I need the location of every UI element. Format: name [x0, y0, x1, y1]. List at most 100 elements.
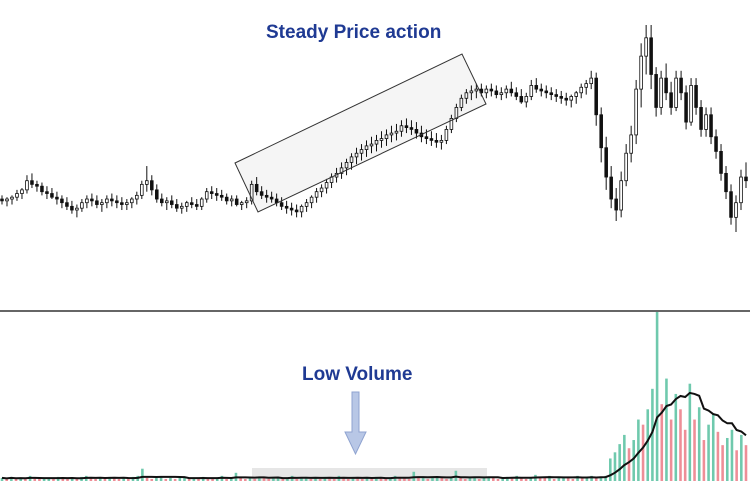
candle-body: [639, 55, 643, 90]
candle-body: [664, 77, 668, 94]
candle-body: [199, 198, 204, 207]
volume-bar: [548, 475, 551, 481]
volume-bar: [187, 478, 191, 481]
volume-bar: [543, 477, 547, 481]
candle-body: [5, 198, 9, 202]
candle-body: [344, 161, 349, 169]
candle-body: [284, 205, 289, 209]
volume-bar: [716, 431, 720, 481]
candle-body: [554, 94, 559, 97]
volume-bar: [108, 476, 111, 481]
volume-bar: [229, 477, 233, 481]
candle-body: [564, 97, 569, 101]
candle-body: [509, 88, 514, 94]
volume-bar: [24, 478, 27, 481]
volume-bar: [10, 476, 13, 481]
volume-bar: [510, 477, 514, 481]
candle-body: [120, 202, 124, 205]
volume-bar: [538, 476, 542, 481]
candle-body: [719, 150, 723, 174]
volume-bar: [421, 476, 425, 481]
down-arrow-shape: [344, 391, 367, 456]
candle-body: [439, 140, 444, 143]
volume-bar: [477, 478, 481, 481]
candle-body: [374, 140, 379, 145]
volume-bar: [75, 478, 79, 481]
candle-body: [189, 202, 194, 205]
volume-bar: [169, 477, 172, 481]
volume-bar: [215, 477, 219, 481]
candle-body: [165, 200, 169, 204]
volume-bar: [492, 477, 495, 481]
volume-bar: [637, 419, 640, 481]
volume-bar: [356, 477, 359, 481]
candle-body: [219, 194, 224, 198]
volume-bar: [164, 478, 168, 481]
candle-body: [574, 92, 579, 97]
candle-body: [155, 189, 159, 200]
candle-body: [734, 202, 738, 218]
candle-body: [384, 134, 389, 139]
volume-bar: [651, 388, 654, 481]
candle-body: [394, 130, 399, 134]
candle-body: [549, 92, 554, 96]
volume-bar: [117, 478, 121, 481]
volume-bar: [94, 478, 97, 481]
candle-body: [65, 202, 69, 207]
candle-body: [135, 194, 139, 200]
volume-bar: [52, 478, 55, 481]
volume-bar: [613, 452, 617, 481]
candle-body: [269, 196, 274, 200]
candle-body: [654, 74, 658, 108]
candle-body: [729, 191, 733, 218]
volume-bar: [206, 477, 210, 481]
volume-bar: [281, 478, 285, 481]
steady-price-channel-box: [234, 53, 487, 213]
candle-body: [499, 92, 504, 96]
candle-body: [484, 88, 489, 94]
volume-bar: [211, 478, 214, 481]
volume-bar: [332, 478, 336, 481]
volume-bar: [463, 478, 467, 481]
candle-body: [294, 209, 299, 213]
low-volume-annotation: Low Volume: [302, 364, 413, 385]
candle-body: [379, 138, 384, 141]
volume-bar: [604, 475, 607, 481]
candle-body: [709, 114, 713, 138]
volume-bar: [295, 478, 299, 481]
volume-bar: [89, 477, 93, 481]
volume-bar: [14, 478, 18, 481]
volume-bar: [669, 419, 673, 481]
candle-body: [429, 138, 434, 141]
volume-bar: [440, 477, 444, 481]
volume-bar: [150, 478, 154, 481]
volume-bar: [618, 444, 621, 481]
candle-body: [699, 107, 703, 130]
volume-bar: [665, 378, 668, 481]
volume-bar: [262, 477, 266, 481]
candle-body: [80, 202, 84, 209]
volume-bar: [272, 477, 275, 481]
candle-body: [309, 196, 314, 204]
candle-body: [224, 196, 229, 202]
candle-body: [529, 85, 534, 97]
candle-body: [204, 191, 209, 200]
volume-bar: [501, 477, 504, 481]
volume-bar: [346, 478, 350, 481]
candle-body: [234, 198, 239, 205]
candle-body: [10, 196, 14, 200]
volume-bar: [730, 429, 734, 481]
volume-bar: [580, 477, 584, 481]
volume-bar: [641, 424, 645, 481]
candle-body: [624, 152, 628, 182]
volume-bar: [445, 478, 448, 481]
candle-body: [35, 183, 39, 187]
candle-body: [744, 176, 748, 182]
volume-bar: [697, 407, 701, 481]
volume-bar: [524, 478, 528, 481]
volume-bar: [585, 476, 589, 481]
volume-bar: [449, 477, 453, 481]
volume-bar: [632, 440, 635, 481]
candle-body: [579, 86, 583, 94]
volume-bar: [674, 393, 678, 481]
